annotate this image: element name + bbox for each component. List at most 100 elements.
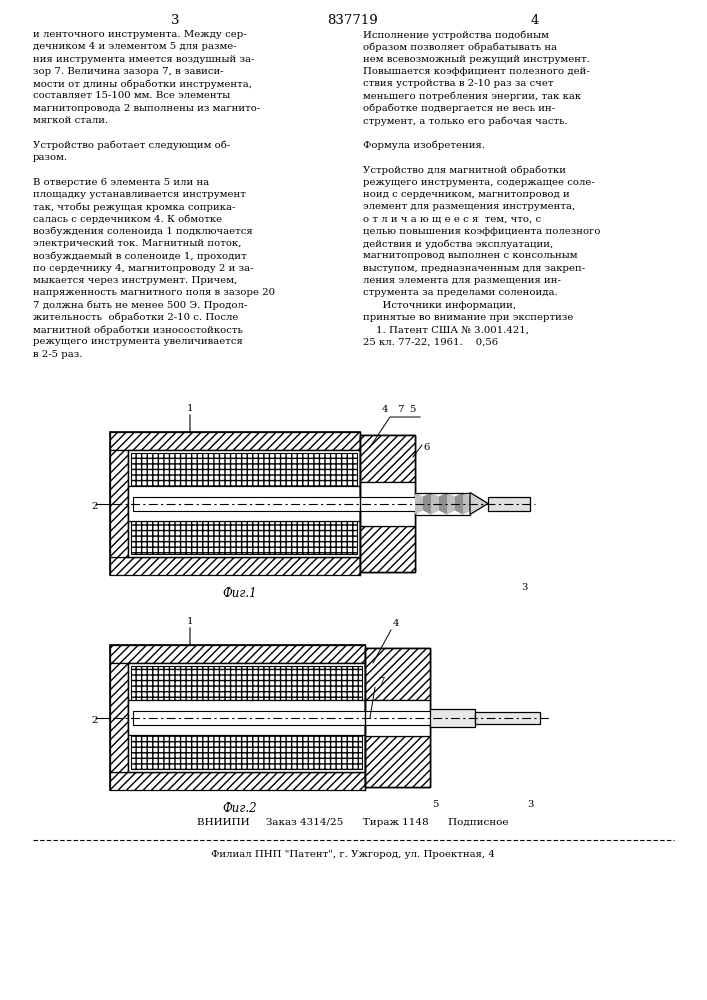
Text: обработке подвергается не весь ин-: обработке подвергается не весь ин- <box>363 104 555 113</box>
Bar <box>110 432 360 575</box>
Bar <box>365 648 430 787</box>
Text: дечником 4 и элементом 5 для разме-: дечником 4 и элементом 5 для разме- <box>33 42 237 51</box>
Text: Устройство для магнитной обработки: Устройство для магнитной обработки <box>363 165 566 175</box>
Text: электрический ток. Магнитный поток,: электрический ток. Магнитный поток, <box>33 239 242 248</box>
Bar <box>128 486 360 521</box>
Text: образом позволяет обрабатывать на: образом позволяет обрабатывать на <box>363 42 557 52</box>
Text: напряженность магнитного поля в зазоре 20: напряженность магнитного поля в зазоре 2… <box>33 288 275 297</box>
Text: зор 7. Величина зазора 7, в зависи-: зор 7. Величина зазора 7, в зависи- <box>33 67 223 76</box>
Text: 1: 1 <box>187 617 193 626</box>
Polygon shape <box>431 492 439 514</box>
Text: Формула изобретения.: Формула изобретения. <box>363 141 485 150</box>
Text: 5: 5 <box>409 405 415 414</box>
Text: Фиг.2: Фиг.2 <box>223 802 257 815</box>
Text: режущего инструмента, содержащее соле-: режущего инструмента, содержащее соле- <box>363 178 595 187</box>
Text: возбуждения соленоида 1 подключается: возбуждения соленоида 1 подключается <box>33 227 252 236</box>
Text: и ленточного инструмента. Между сер-: и ленточного инструмента. Между сер- <box>33 30 247 39</box>
Bar <box>360 482 415 526</box>
Text: мости от длины обработки инструмента,: мости от длины обработки инструмента, <box>33 79 252 89</box>
Text: магнитопровода 2 выполнены из магнито-: магнитопровода 2 выполнены из магнито- <box>33 104 260 113</box>
Bar <box>365 700 430 736</box>
Polygon shape <box>423 492 431 514</box>
Bar <box>365 736 430 787</box>
Text: 6: 6 <box>423 443 429 452</box>
Bar <box>110 450 128 557</box>
Text: разом.: разом. <box>33 153 68 162</box>
Text: составляет 15-100 мм. Все элементы: составляет 15-100 мм. Все элементы <box>33 92 230 101</box>
Bar <box>131 453 357 486</box>
Bar <box>360 435 415 572</box>
Text: 7: 7 <box>397 405 403 414</box>
Bar <box>128 700 365 735</box>
Text: действия и удобства эксплуатации,: действия и удобства эксплуатации, <box>363 239 554 249</box>
Bar <box>365 648 430 700</box>
Bar <box>131 521 357 554</box>
Bar <box>133 710 432 724</box>
Text: в 2-5 раз.: в 2-5 раз. <box>33 350 83 359</box>
Text: Устройство работает следующим об-: Устройство работает следующим об- <box>33 141 230 150</box>
Text: элемент для размещения инструмента,: элемент для размещения инструмента, <box>363 202 575 211</box>
Text: Источники информации,: Источники информации, <box>363 301 516 310</box>
Bar <box>131 735 362 769</box>
Text: площадку устанавливается инструмент: площадку устанавливается инструмент <box>33 190 246 199</box>
Text: 3: 3 <box>527 800 533 809</box>
Text: принятые во внимание при экспертизе: принятые во внимание при экспертизе <box>363 313 573 322</box>
Text: В отверстие 6 элемента 5 или на: В отверстие 6 элемента 5 или на <box>33 178 209 187</box>
Text: возбуждаемый в соленоиде 1, проходит: возбуждаемый в соленоиде 1, проходит <box>33 251 247 261</box>
Text: Фиг.1: Фиг.1 <box>223 587 257 600</box>
Bar <box>488 496 530 510</box>
Text: 4: 4 <box>382 405 388 414</box>
Bar <box>128 450 360 557</box>
Text: 4: 4 <box>531 14 539 27</box>
Polygon shape <box>463 492 471 514</box>
Text: ния инструмента имеется воздушный за-: ния инструмента имеется воздушный за- <box>33 55 255 64</box>
Bar <box>360 435 415 572</box>
Bar <box>110 645 365 663</box>
Bar <box>110 645 365 790</box>
Polygon shape <box>415 492 423 514</box>
Text: ноид с сердечником, магнитопровод и: ноид с сердечником, магнитопровод и <box>363 190 570 199</box>
Text: Повышается коэффициент полезного дей-: Повышается коэффициент полезного дей- <box>363 67 590 76</box>
Text: ВНИИПИ     Заказ 4314/25      Тираж 1148      Подписное: ВНИИПИ Заказ 4314/25 Тираж 1148 Подписно… <box>197 818 509 827</box>
Text: 3: 3 <box>522 583 528 592</box>
Text: салась с сердечником 4. К обмотке: салась с сердечником 4. К обмотке <box>33 215 222 224</box>
Bar <box>110 432 360 450</box>
Text: режущего инструмента увеличивается: режущего инструмента увеличивается <box>33 338 243 347</box>
Text: мыкается через инструмент. Причем,: мыкается через инструмент. Причем, <box>33 276 238 285</box>
Text: меньшего потребления энергии, так как: меньшего потребления энергии, так как <box>363 92 581 101</box>
Text: 4: 4 <box>393 619 399 628</box>
Text: целью повышения коэффициента полезного: целью повышения коэффициента полезного <box>363 227 600 236</box>
Text: так, чтобы режущая кромка соприка-: так, чтобы режущая кромка соприка- <box>33 202 235 212</box>
Text: нем всевозможный режущий инструмент.: нем всевозможный режущий инструмент. <box>363 55 590 64</box>
Bar <box>128 450 360 557</box>
Bar <box>128 663 365 772</box>
Bar <box>365 648 430 787</box>
Text: струмент, а только его рабочая часть.: струмент, а только его рабочая часть. <box>363 116 568 126</box>
Text: 7 должна быть не менее 500 Э. Продол-: 7 должна быть не менее 500 Э. Продол- <box>33 301 247 310</box>
Text: 5: 5 <box>432 800 438 809</box>
Text: 3: 3 <box>171 14 180 27</box>
Text: по сердечнику 4, магнитопроводу 2 и за-: по сердечнику 4, магнитопроводу 2 и за- <box>33 264 254 273</box>
Text: 2: 2 <box>92 502 98 511</box>
Bar <box>133 496 417 510</box>
Text: Исполнение устройства подобным: Исполнение устройства подобным <box>363 30 549 39</box>
Text: жительность  обработки 2-10 с. После: жительность обработки 2-10 с. После <box>33 313 238 322</box>
Text: 1: 1 <box>187 404 193 413</box>
Text: ления элемента для размещения ин-: ления элемента для размещения ин- <box>363 276 561 285</box>
Text: 25 кл. 77-22, 1961.    0,56: 25 кл. 77-22, 1961. 0,56 <box>363 338 498 347</box>
Polygon shape <box>470 492 488 514</box>
Text: магнитной обработки износостойкость: магнитной обработки износостойкость <box>33 325 243 335</box>
Text: выступом, предназначенным для закреп-: выступом, предназначенным для закреп- <box>363 264 585 273</box>
Polygon shape <box>439 492 447 514</box>
Polygon shape <box>447 492 455 514</box>
Text: 2: 2 <box>92 716 98 725</box>
Text: ствия устройства в 2-10 раз за счет: ствия устройства в 2-10 раз за счет <box>363 79 554 88</box>
Bar <box>430 708 475 726</box>
Bar <box>128 663 365 772</box>
Text: магнитопровод выполнен с консольным: магнитопровод выполнен с консольным <box>363 251 578 260</box>
Bar <box>475 712 540 724</box>
Text: 837719: 837719 <box>327 14 378 27</box>
Bar <box>360 435 415 482</box>
Text: 1. Патент США № 3.001.421,: 1. Патент США № 3.001.421, <box>363 325 529 334</box>
Bar <box>110 772 365 790</box>
